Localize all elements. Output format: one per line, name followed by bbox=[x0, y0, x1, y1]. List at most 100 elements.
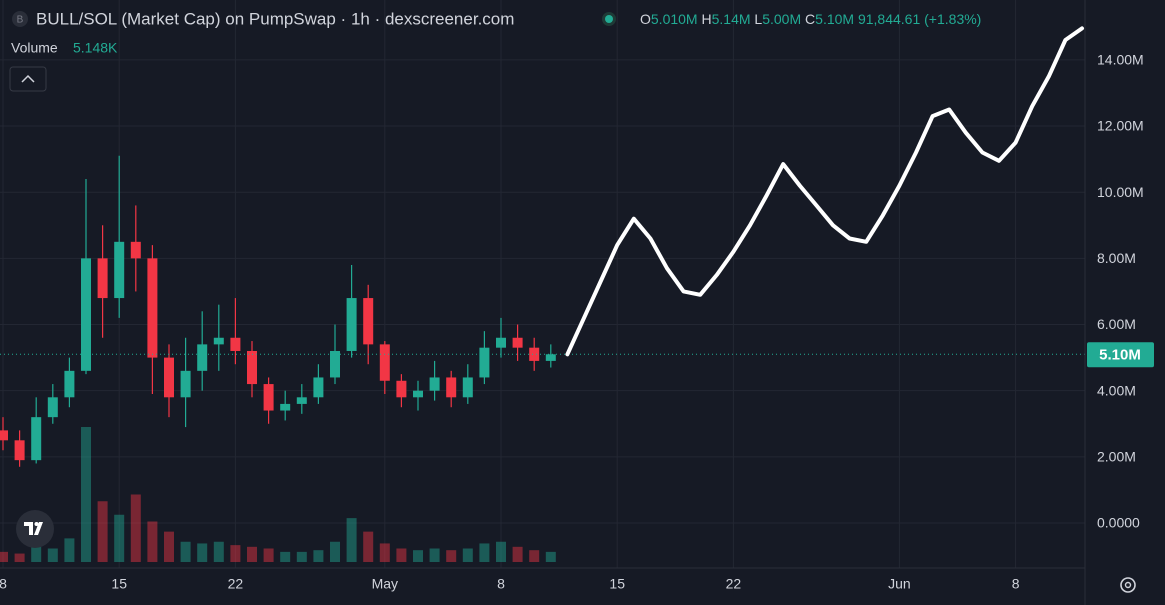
gear-inner[interactable] bbox=[1124, 581, 1132, 589]
candle-body bbox=[263, 384, 274, 411]
volume-bar bbox=[0, 551, 8, 562]
axes: 0.0000 2.00M 4.00M 6.00M 8.00M 10.00M 12.00M 14… bbox=[0, 52, 1154, 592]
chart-title: BULL/SOL (Market Cap) on PumpSwap · 1h ·… bbox=[36, 9, 514, 28]
symbol-icon-letter: B bbox=[17, 15, 24, 26]
legend-key: H bbox=[701, 11, 711, 27]
last-price-label: 5.10M bbox=[1099, 346, 1141, 363]
volume-bar bbox=[280, 551, 291, 562]
volume-bar bbox=[379, 543, 390, 562]
y-tick-label: 6.00M bbox=[1097, 316, 1136, 332]
logo-bg[interactable] bbox=[16, 510, 54, 548]
candle-body bbox=[346, 298, 357, 351]
legend-value: 5.10M bbox=[815, 11, 854, 27]
collapse-button[interactable] bbox=[9, 66, 47, 92]
logo-dot[interactable] bbox=[34, 522, 39, 526]
plot-area bbox=[0, 26, 1085, 467]
last-price-badge bbox=[1087, 342, 1154, 368]
candle-body bbox=[479, 347, 490, 378]
candle-body bbox=[396, 380, 407, 398]
candle-body bbox=[130, 241, 141, 259]
symbol-icon bbox=[12, 11, 28, 27]
caret-icon[interactable] bbox=[21, 74, 35, 83]
volume-bar bbox=[164, 531, 174, 562]
volume-bar bbox=[346, 518, 357, 562]
volume-bar bbox=[313, 550, 324, 562]
volume-bar bbox=[197, 543, 208, 562]
candle-body bbox=[529, 347, 540, 361]
volume-bar bbox=[247, 546, 257, 562]
candle-body bbox=[97, 258, 108, 299]
button-frame[interactable] bbox=[9, 66, 47, 92]
volume-pane bbox=[0, 427, 556, 562]
logo-mark[interactable] bbox=[24, 522, 43, 535]
volume-bar bbox=[147, 521, 158, 562]
volume-bar bbox=[363, 531, 374, 562]
volume-label: Volume bbox=[11, 40, 58, 56]
volume-bar bbox=[97, 501, 108, 562]
logo[interactable] bbox=[16, 510, 54, 548]
volume-bar bbox=[479, 543, 490, 562]
volume-bar bbox=[446, 550, 457, 562]
candle-body bbox=[47, 397, 58, 418]
x-tick-label: 15 bbox=[609, 576, 625, 592]
volume-bar bbox=[64, 538, 75, 562]
candle-body bbox=[114, 241, 125, 299]
candle-body bbox=[180, 370, 191, 398]
volume-bar bbox=[529, 550, 540, 562]
grid bbox=[0, 0, 1085, 568]
candle-body bbox=[81, 258, 91, 371]
volume-bar bbox=[31, 546, 42, 562]
status-dot bbox=[605, 15, 613, 23]
volume-bar bbox=[114, 514, 125, 562]
volume-bar bbox=[130, 494, 141, 562]
y-tick-label: 8.00M bbox=[1097, 250, 1136, 266]
candle-body bbox=[31, 417, 42, 461]
x-tick-label: 15 bbox=[111, 576, 127, 592]
legend-value: 5.010M bbox=[651, 11, 698, 27]
y-tick-label: 12.00M bbox=[1097, 118, 1144, 134]
legend-key: C bbox=[805, 11, 815, 27]
candle-body bbox=[247, 350, 257, 385]
y-tick-label: 4.00M bbox=[1097, 382, 1136, 398]
legend-value: 5.00M bbox=[762, 11, 801, 27]
legend-key: L bbox=[754, 11, 762, 27]
volume-bar bbox=[263, 548, 274, 562]
y-tick-label: 14.00M bbox=[1097, 52, 1144, 68]
legend-key: O bbox=[640, 11, 651, 27]
candle-body bbox=[379, 344, 390, 381]
volume-bar bbox=[396, 548, 407, 562]
x-tick-label: 8 bbox=[0, 576, 7, 592]
volume-bar bbox=[512, 546, 523, 562]
legend-value: 5.14M bbox=[712, 11, 751, 27]
candle-body bbox=[446, 377, 457, 398]
candle-body bbox=[197, 344, 208, 371]
volume-value: 5.148K bbox=[73, 40, 118, 56]
y-tick-label: 0.0000 bbox=[1097, 515, 1140, 531]
candle-body bbox=[14, 440, 25, 461]
candle-body bbox=[330, 350, 340, 378]
volume-bar bbox=[545, 551, 556, 562]
volume-bar bbox=[496, 541, 506, 562]
candle-body bbox=[230, 337, 241, 351]
candle-body bbox=[429, 377, 440, 391]
candle-body bbox=[296, 397, 307, 404]
volume-bar bbox=[230, 545, 241, 562]
candle-body bbox=[0, 430, 8, 441]
volume-bar bbox=[81, 427, 91, 562]
gear-outer[interactable] bbox=[1120, 577, 1136, 593]
legend-change: 91,844.61 (+1.83%) bbox=[858, 11, 981, 27]
volume-bar bbox=[296, 551, 307, 562]
candle-body bbox=[462, 377, 473, 398]
candle-body bbox=[280, 403, 291, 411]
volume-bar bbox=[330, 541, 340, 562]
candle-body bbox=[64, 370, 75, 398]
volume-bar bbox=[14, 553, 25, 562]
candle-body bbox=[313, 377, 324, 398]
settings-button[interactable] bbox=[1120, 577, 1136, 593]
candle-body bbox=[164, 357, 174, 398]
candle-body bbox=[512, 337, 523, 348]
y-tick-label: 10.00M bbox=[1097, 184, 1144, 200]
